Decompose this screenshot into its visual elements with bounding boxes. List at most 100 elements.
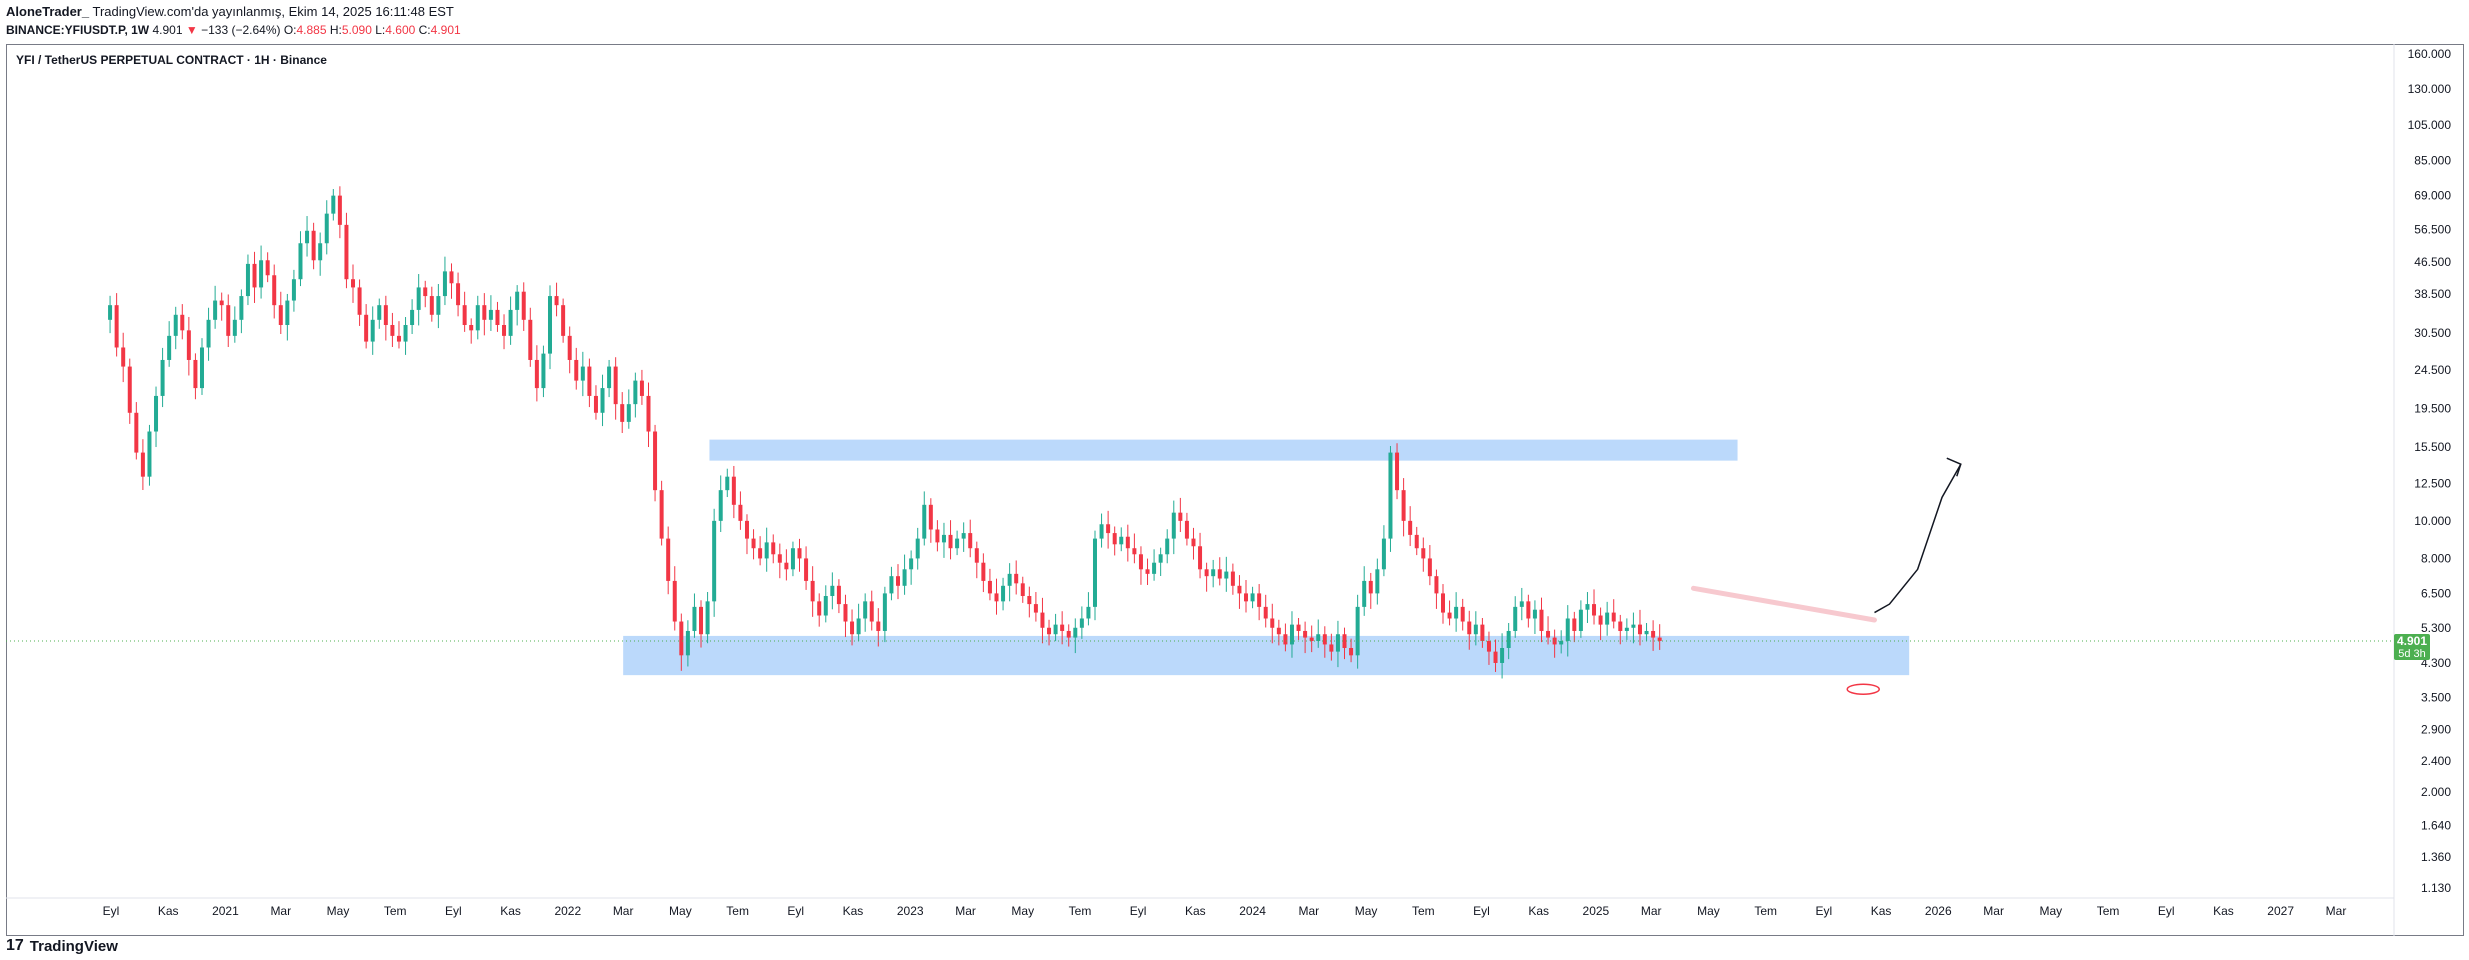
candle-body [475,305,480,331]
tradingview-logo-icon[interactable]: 17 [6,937,24,954]
x-tick-label: Eyl [1473,904,1490,918]
candle [561,298,566,343]
candle [1152,549,1157,581]
candle [607,359,612,398]
candle-body [167,335,172,360]
candle [1204,562,1209,592]
candle-body [1335,634,1340,652]
candle-body [528,319,533,360]
candle-body [429,296,434,315]
open-label: O: [283,23,297,37]
y-tick-label: 8.000 [2421,551,2451,565]
candle-body [1585,604,1590,610]
y-tick-label: 3.500 [2421,691,2451,705]
candle-body [1559,640,1564,645]
candle-body [705,601,710,635]
candle-body [1447,612,1452,619]
candle-body [1119,536,1124,545]
y-tick-label: 69.000 [2414,189,2451,203]
candle-body [554,296,559,306]
candle [1237,575,1242,609]
candle [344,212,349,289]
candle-body [968,533,973,549]
candle-body [383,305,388,326]
candle-body [1454,606,1459,619]
price-change: −133 (−2.64%) [201,23,281,37]
y-tick-label: 105.000 [2408,118,2452,132]
candle [915,527,920,570]
candle-body [180,314,185,331]
candle [1375,558,1380,605]
candle [1355,594,1360,669]
candle-body [1322,634,1327,645]
candle [521,282,526,331]
y-tick-label: 2.900 [2421,722,2451,736]
candle-body [961,533,966,539]
candle [219,292,224,321]
candle [613,357,618,420]
candle [1132,533,1137,564]
candle-body [751,538,756,549]
candle-body [423,287,428,297]
candle [305,216,310,257]
candle-body [1158,554,1163,563]
candle [1611,599,1616,629]
candle [744,514,749,555]
low-value: 4.600 [385,23,416,37]
wick-circle-mark [1846,683,1880,695]
candle-body [567,335,572,360]
candle [1001,577,1006,611]
candle-body [600,388,605,413]
candle [442,256,447,306]
candle [1335,620,1340,668]
candle-body [1033,604,1038,613]
candle [889,566,894,601]
candle-body [639,380,644,396]
candle-body [206,319,211,348]
last-price: 4.901 [152,23,183,37]
tradingview-brand[interactable]: TradingView [29,937,118,955]
candle-body [1539,609,1544,631]
y-tick-label: 24.500 [2414,363,2451,377]
candle-body [810,580,815,602]
candle-body [232,319,237,336]
candle [383,295,388,341]
candle-body [1493,651,1498,663]
candle-body [396,335,401,342]
candle-body [889,576,894,594]
candle [1454,592,1459,632]
candle-body [679,621,684,656]
x-tick-label: Mar [1641,904,1662,918]
symbol-name: BINANCE:YFIUSDT.P, 1W [6,23,150,37]
candle [1368,572,1373,609]
candle [337,186,342,239]
candle-body [127,366,132,413]
candle-body [1257,593,1262,607]
candle-body [416,287,421,310]
candle [534,345,539,402]
candle-body [357,287,362,315]
candle-body [502,325,507,336]
candle-body [1250,593,1255,602]
candle [272,264,277,319]
candle [252,251,257,303]
candle [653,424,658,502]
candle-body [1224,571,1229,579]
author-name[interactable]: AloneTrader_ [6,4,90,19]
candle-body [134,412,139,453]
candle [738,491,743,530]
candle-body [653,431,658,491]
candle-body [410,309,415,326]
candle-body [699,606,704,635]
candle-body [1112,533,1117,545]
candle-body [186,330,191,360]
candle [666,526,671,595]
price-chart[interactable]: 160.000 130.000 105.000 85.000 69.000 56.500 4… [6,44,2464,936]
candle-body [1125,536,1130,549]
candle-body [337,195,342,225]
candle-body [193,359,198,389]
x-tick-label: May [1355,904,1378,918]
candle-body [508,309,513,336]
candle-body [1047,627,1052,635]
candle-body [1007,573,1012,586]
